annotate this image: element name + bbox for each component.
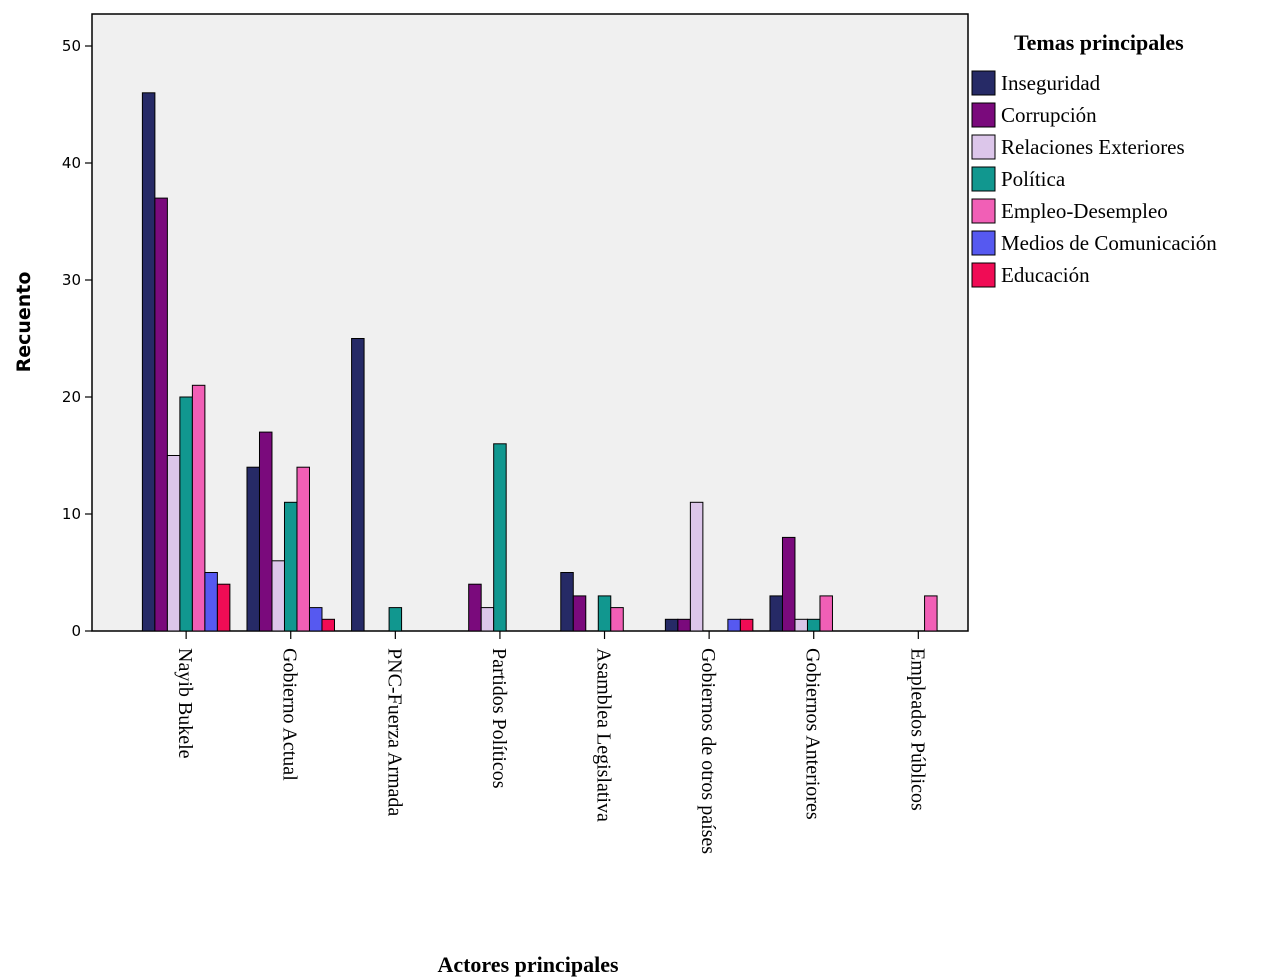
legend-label: Corrupción [1001,103,1097,127]
legend-swatch [971,166,996,192]
legend-label: Inseguridad [1001,71,1101,95]
bar [308,607,323,632]
bar [739,618,754,632]
legend-label: Política [1001,167,1066,191]
bar [351,338,365,632]
y-tick-label: 40 [62,154,81,172]
bar [271,560,285,632]
bar [727,618,741,632]
bar [781,536,796,632]
bar [166,455,181,632]
bar [468,583,482,632]
bars [141,92,938,632]
bar [321,618,335,632]
bar [794,618,808,632]
legend-swatch [971,70,996,96]
bar [677,618,691,632]
legend-swatch [971,262,996,288]
bar [388,607,403,632]
bar [689,501,704,632]
legend-label: Medios de Comunicación [1001,231,1217,255]
bar [924,595,938,632]
bar [819,595,833,632]
bar [597,595,612,632]
x-tick-label: PNC-Fuerza Armada [383,648,405,816]
legend-swatch [971,198,996,224]
x-tick-label: Nayib Bukele [174,648,196,759]
x-tick-label: Asamblea Legislativa [593,648,615,822]
y-tick-label: 0 [71,622,81,640]
y-tick-label: 30 [62,271,81,289]
bar [560,572,574,632]
legend-swatch [971,134,996,160]
y-tick-label: 10 [62,505,81,523]
bar [493,443,507,632]
legend-swatch [971,230,996,256]
legend-label: Relaciones Exteriores [1001,135,1185,159]
bar [480,607,495,632]
bar [664,618,679,632]
bar [216,583,231,632]
y-tick-label: 50 [62,37,81,55]
bar [283,501,298,632]
bar [191,384,206,632]
plot-area [91,13,969,632]
y-axis: 0 10 20 30 40 50 [62,37,92,640]
legend-swatch [971,102,996,128]
x-tick-label: Empleados Públicos [906,648,928,811]
legend-title: Temas principales [1014,30,1184,55]
bar [258,431,273,632]
bar [141,92,156,632]
x-tick-label: Partidos Políticos [488,648,510,789]
x-axis: Nayib Bukele Gobierno Actual PNC-Fuerza Ar… [174,631,928,854]
legend-label: Educación [1001,263,1090,287]
bar [246,466,260,632]
legend: Temas principales Inseguridad Corrupción R… [971,30,1217,288]
x-tick-label: Gobierno Actual [279,648,301,781]
bar [204,572,218,632]
x-axis-label: Actores principales [437,952,619,977]
y-axis-label: Recuento [13,272,35,373]
bar [572,595,587,632]
bar [769,595,783,632]
bar [154,197,168,632]
bar [296,466,310,632]
legend-label: Empleo-Desempleo [1001,199,1168,223]
bar [610,607,624,632]
x-tick-label: Gobiernos de otros países [697,648,719,854]
x-tick-label: Gobiernos Anteriores [802,648,824,820]
bar [179,396,193,632]
y-tick-label: 20 [62,388,81,406]
bar [806,618,821,632]
